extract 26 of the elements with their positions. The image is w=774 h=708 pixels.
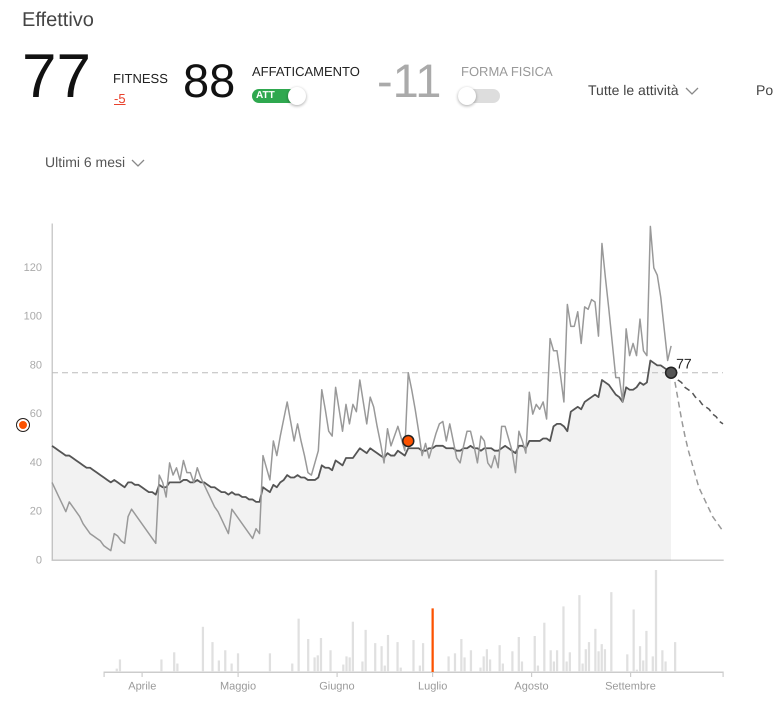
text: Tutte le attività [588,82,679,98]
text: Ultimi 6 mesi [45,154,126,170]
text: -5 [114,91,126,106]
text: 77 [22,42,91,111]
text: Po [756,82,774,98]
text: FITNESS [113,71,168,86]
x-tick-label: Aprile [128,680,156,693]
text: FORMA FISICA [461,64,553,79]
x-tick-label: Giugno [319,680,355,693]
x-tick-label: Maggio [220,680,256,693]
y-tick-label: 0 [36,554,42,566]
y-tick-label: 20 [30,506,42,518]
x-tick-label: Settembre [605,680,656,693]
x-tick-label: Agosto [514,680,549,693]
chart-title: Effettivo [22,9,94,31]
x-tick-label: Luglio [418,680,448,693]
bar [432,608,434,672]
text: -11 [377,54,442,107]
annotation: 77 [676,356,692,372]
text: 88 [183,54,236,107]
y-tick-label: 100 [24,310,42,323]
y-tick-label: 40 [30,456,42,469]
y-tick-label: 80 [30,359,42,372]
text: AFFATICAMENTO [252,64,360,79]
y-tick-label: 60 [30,408,42,420]
y-tick-label: 120 [24,262,42,274]
